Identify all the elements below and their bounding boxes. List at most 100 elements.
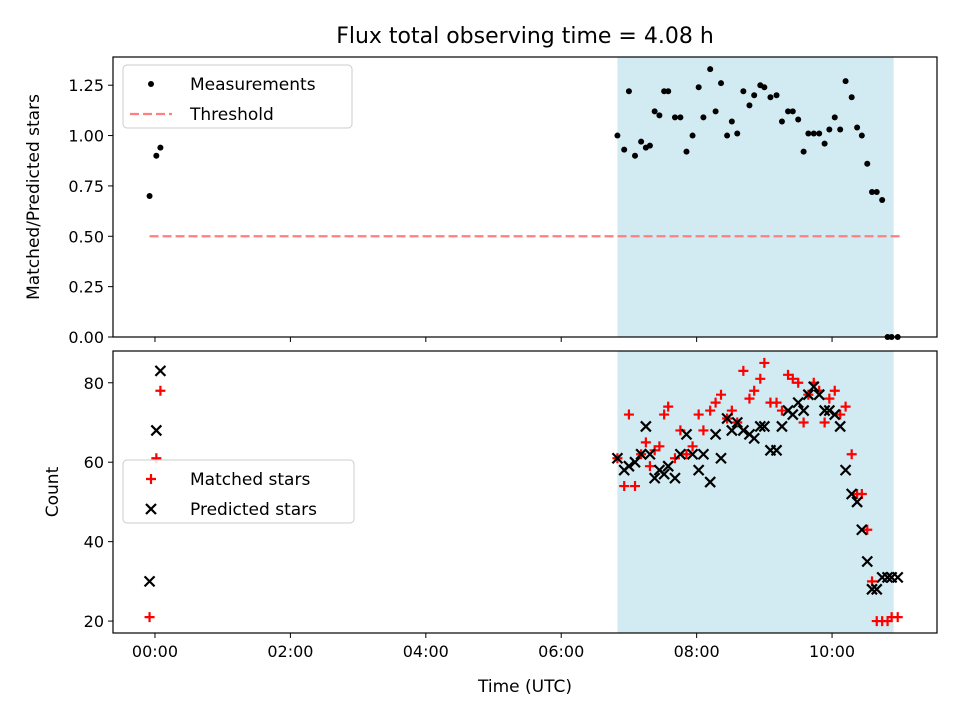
- measurement-point: [785, 108, 792, 115]
- y-tick-label: 60: [84, 453, 104, 472]
- matched-star-point: [892, 612, 903, 623]
- predicted-star-point: [674, 448, 687, 461]
- measurement-point: [625, 88, 632, 95]
- predicted-star-point: [776, 420, 788, 433]
- measurement-point: [761, 84, 768, 91]
- matched-star-point: [681, 449, 692, 460]
- x-tick-label: 04:00: [403, 642, 449, 661]
- measurement-point: [789, 108, 796, 115]
- x-tick-label: 08:00: [674, 642, 720, 661]
- y-tick-label: 40: [84, 533, 104, 552]
- y-tick-label: 80: [84, 374, 104, 393]
- measurement-point: [712, 108, 719, 115]
- measurement-point: [810, 130, 817, 137]
- predicted-star-point: [770, 444, 783, 457]
- matched-star-point: [144, 612, 155, 623]
- matched-star-point: [744, 393, 755, 404]
- measurement-point: [646, 142, 653, 149]
- legend-marker: [148, 81, 154, 87]
- measurement-point: [656, 112, 663, 119]
- matched-star-point: [155, 385, 166, 396]
- x-tick-label: 02:00: [267, 642, 313, 661]
- measurement-point: [746, 102, 753, 109]
- measurement-point: [848, 94, 855, 101]
- matched-star-point: [663, 401, 674, 412]
- matched-star-point: [793, 377, 804, 388]
- measurement-point: [621, 146, 628, 153]
- axes-frame-1: [112, 56, 938, 338]
- matched-star-point: [623, 409, 634, 420]
- predicted-star-point: [834, 420, 846, 433]
- predicted-star-point: [640, 420, 652, 433]
- predicted-star-point: [150, 424, 163, 437]
- predicted-star-point: [802, 388, 815, 401]
- measurement-point: [831, 114, 838, 121]
- predicted-star-point: [813, 388, 825, 401]
- measurement-point: [677, 114, 684, 121]
- matched-star-point: [716, 389, 727, 400]
- measurement-point: [157, 144, 164, 151]
- measurement-point: [665, 88, 672, 95]
- predicted-star-point: [870, 583, 883, 596]
- measurement-point: [826, 126, 833, 133]
- matched-star-point: [640, 437, 651, 448]
- predicted-star-point: [731, 416, 744, 429]
- measurement-point: [707, 66, 714, 73]
- predicted-star-point: [792, 396, 804, 409]
- predicted-star-point: [828, 408, 841, 421]
- matched-star-point: [798, 417, 809, 428]
- predicted-star-point: [881, 571, 894, 584]
- predicted-star-point: [611, 452, 624, 465]
- y-tick-label: 1.25: [68, 76, 104, 95]
- measurement-point: [651, 108, 658, 115]
- predicted-star-point: [721, 412, 733, 425]
- matched-star-point: [829, 385, 840, 396]
- matched-star-point: [824, 393, 835, 404]
- x-tick-label: 06:00: [538, 642, 584, 661]
- legend-box: [122, 459, 355, 524]
- predicted-star-point: [686, 448, 699, 461]
- predicted-star-point: [758, 420, 771, 433]
- bottom-panel: 20 40 60 80 00:00 02:00 04:00 06:00 08:00 10:00 Co…: [43, 350, 938, 661]
- axes-frame-2: [112, 350, 938, 634]
- measurement-point: [767, 94, 774, 101]
- measurement-point: [795, 116, 802, 123]
- matched-star-point: [710, 397, 721, 408]
- x-axis-label: Time (UTC): [477, 677, 572, 697]
- matched-star-point: [693, 409, 704, 420]
- measurement-point: [700, 114, 707, 121]
- matched-star-point: [619, 481, 630, 492]
- predicted-star-point: [644, 448, 656, 461]
- predicted-star-point: [797, 404, 810, 417]
- legend-label: Measurements: [190, 75, 316, 95]
- predicted-star-point: [692, 464, 705, 476]
- matched-star-point: [846, 449, 857, 460]
- observing-span-1: [617, 57, 894, 337]
- matched-star-point: [835, 409, 846, 420]
- measurement-point: [695, 84, 702, 91]
- measurement-point: [869, 188, 876, 195]
- matched-star-point: [862, 524, 873, 535]
- predicted-star-point: [856, 523, 868, 536]
- measurement-point: [734, 130, 741, 137]
- measurement-point: [632, 152, 639, 159]
- legend-marker: [145, 503, 157, 515]
- predicted-star-point: [861, 555, 874, 568]
- predicted-star-point: [143, 575, 156, 588]
- y-tick-label: 0.00: [68, 328, 104, 347]
- predicted-star-point: [726, 424, 738, 437]
- matched-star-point: [659, 409, 670, 420]
- matched-star-point: [705, 405, 716, 416]
- matched-star-point: [644, 461, 655, 472]
- matched-star-point: [787, 373, 798, 384]
- matched-star-point: [687, 441, 698, 452]
- matched-star-point: [749, 385, 760, 396]
- measurement-point: [751, 92, 758, 99]
- predicted-star-point: [866, 583, 878, 596]
- measurement-point: [800, 148, 807, 155]
- predicted-star-point: [623, 460, 635, 472]
- predicted-star-point: [748, 432, 760, 445]
- measurement-point: [778, 118, 785, 125]
- measurement-point: [671, 114, 678, 121]
